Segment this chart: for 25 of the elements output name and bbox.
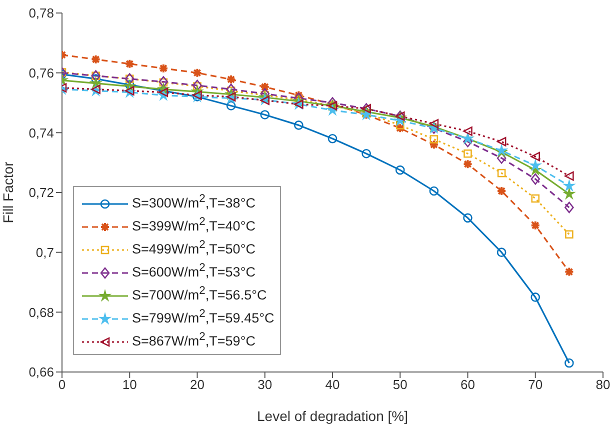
legend-label: S=300W/m$^{2}$,T=38°C — [132, 192, 256, 210]
y-tick-label: 0,76 — [28, 65, 54, 80]
y-tick-label: 0,74 — [28, 125, 54, 140]
legend-label: S=799W/m$^{2}$,T=59.45°C — [132, 308, 274, 326]
x-tick-label: 20 — [190, 377, 204, 392]
y-tick-label: 0,78 — [28, 6, 54, 21]
x-tick-label: 80 — [596, 377, 610, 392]
x-tick-label: 40 — [325, 377, 340, 392]
x-tick-label: 10 — [122, 377, 137, 392]
y-tick-label: 0,68 — [28, 304, 54, 320]
x-tick-label: 50 — [392, 377, 408, 392]
y-tick-label: 0,66 — [28, 364, 54, 380]
y-tick-label: 0,7 — [36, 244, 54, 260]
legend-label: S=700W/m$^{2}$,T=56.5°C — [132, 284, 267, 302]
y-axis-title: Fill Factor — [0, 161, 16, 224]
x-tick-label: 60 — [460, 377, 475, 392]
x-tick-label: 30 — [258, 377, 272, 392]
legend-label: S=867W/m$^{2}$,T=59°C — [132, 330, 256, 348]
legend-label: S=600W/m$^{2}$,T=53°C — [132, 262, 256, 280]
legend-label: S=399W/m$^{2}$,T=40°C — [132, 216, 256, 234]
x-tick-label: 70 — [528, 377, 543, 392]
x-tick-label: 0 — [58, 377, 66, 392]
legend-label: S=499W/m$^{2}$,T=50°C — [132, 238, 256, 256]
y-tick-label: 0,72 — [28, 185, 54, 200]
x-axis-title: Level of degradation [%] — [257, 408, 408, 424]
